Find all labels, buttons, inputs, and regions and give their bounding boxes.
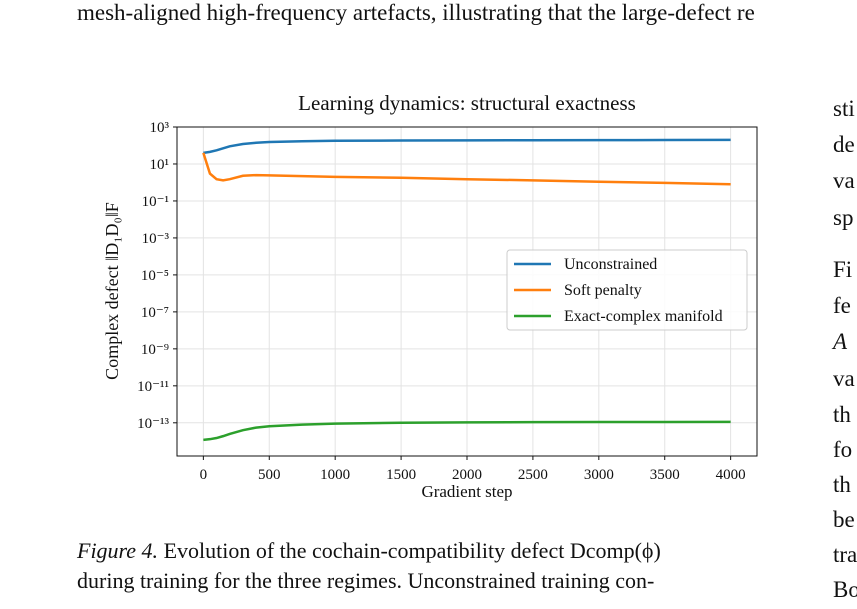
body-text: mesh-aligned high-frequency artefacts, i… xyxy=(77,0,755,25)
y-tick-label: 10¹ xyxy=(150,157,170,173)
plot-frame xyxy=(176,126,758,457)
body-text: th xyxy=(833,402,851,427)
y-tick-label: 10⁻⁵ xyxy=(141,268,169,284)
y-tick-label: 10⁻⁹ xyxy=(141,342,169,358)
legend-box xyxy=(506,249,748,331)
line-series xyxy=(202,152,731,186)
line-series xyxy=(203,138,731,155)
body-text: tra xyxy=(833,542,857,567)
y-tick-label: 10³ xyxy=(150,120,170,136)
x-tick-label: 4000 xyxy=(716,467,746,483)
x-tick-label: 3000 xyxy=(584,467,614,483)
body-text: va xyxy=(833,168,855,193)
body-text: fe xyxy=(833,293,851,318)
x-axis-label: Gradient step xyxy=(421,482,512,501)
y-tick-label: 10⁻¹³ xyxy=(137,416,169,432)
caption-text: Evolution of the cochain-compatibility d… xyxy=(163,538,661,563)
x-tick-label: 0 xyxy=(200,467,208,483)
x-tick-label: 1000 xyxy=(320,467,350,483)
body-text: be xyxy=(833,507,855,532)
body-text: th xyxy=(833,472,851,497)
legend-label: Soft penalty xyxy=(564,282,642,299)
chart-title: Learning dynamics: structural exactness xyxy=(298,91,636,115)
y-tick-label: 10⁻¹ xyxy=(142,194,169,210)
x-tick-label: 500 xyxy=(258,467,281,483)
body-text: fo xyxy=(833,437,853,462)
y-tick-label: 10⁻¹¹ xyxy=(137,379,169,395)
x-tick-label: 3500 xyxy=(650,467,680,483)
x-tick-label: 2000 xyxy=(452,467,482,483)
x-tick-label: 1500 xyxy=(386,467,416,483)
body-text: de xyxy=(833,132,855,157)
x-tick-label: 2500 xyxy=(518,467,548,483)
caption-label: Figure 4. xyxy=(77,538,159,563)
body-text: Fi xyxy=(833,257,853,282)
line-series xyxy=(203,420,731,442)
legend-label: Exact-complex manifold xyxy=(564,308,723,325)
body-text: A xyxy=(833,329,848,354)
legend-label: Unconstrained xyxy=(564,256,657,273)
caption-line: Figure 4. Evolution of the cochain-compa… xyxy=(77,538,661,564)
y-tick-label: 10⁻⁷ xyxy=(141,305,169,321)
body-text: sti xyxy=(833,96,855,121)
caption-line: during training for the three regimes. U… xyxy=(77,568,655,593)
body-text: Bo xyxy=(833,577,857,602)
body-text: sp xyxy=(833,205,854,230)
body-text: va xyxy=(833,366,855,391)
y-axis-label: Complex defect ‖D₁D₀‖F xyxy=(102,202,122,380)
y-tick-label: 10⁻³ xyxy=(142,231,170,247)
